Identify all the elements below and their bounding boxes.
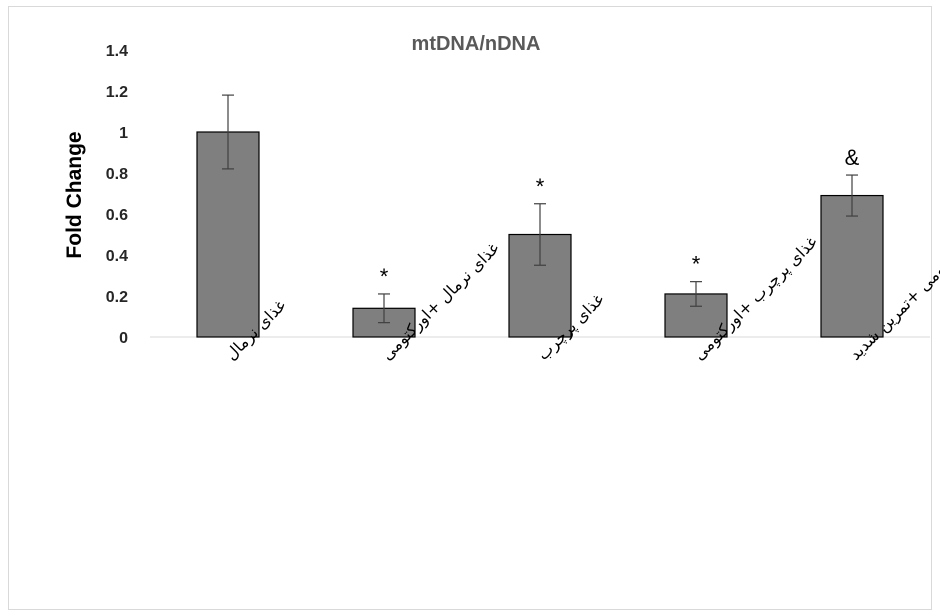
significance-marker: * [536,174,545,199]
y-tick-label: 1.4 [106,43,128,60]
chart-frame [8,6,932,610]
error-bar [378,293,390,324]
error-bar [222,94,234,170]
y-tick-label: 0.4 [106,248,128,265]
bar [820,194,884,338]
significance-marker: & [845,145,860,170]
x-tick-label: غذای نرمال +اورکتومی [377,239,503,365]
y-tick-label: 0 [119,330,128,347]
y-tick-label: 1.2 [106,84,128,101]
error-bar [690,281,702,307]
bars: * * * & [196,94,884,338]
chart-title: mtDNA/nDNA [412,33,541,55]
error-bar [534,203,546,266]
y-axis-label: Fold Change [63,131,86,258]
y-tick-label: 1 [119,125,128,142]
error-bar [846,174,858,217]
y-tick-label: 0.2 [106,289,128,306]
y-tick-label: 0.6 [106,207,128,224]
y-tick-label: 0.8 [106,166,128,183]
y-axis-ticks: 0 0.2 0.4 0.6 0.8 1 1.2 1.4 [106,43,128,347]
significance-marker: * [380,264,389,289]
significance-marker: * [692,252,701,277]
